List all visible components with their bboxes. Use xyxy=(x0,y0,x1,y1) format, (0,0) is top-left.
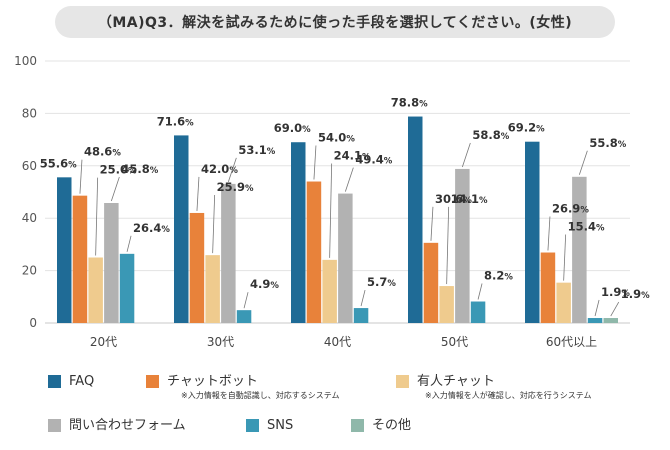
data-label-faq: 71.6% xyxy=(157,114,194,128)
data-label-inquiry_form: 45.8% xyxy=(121,162,158,176)
bar-inquiry_form xyxy=(572,176,587,323)
data-label-inquiry_form: 49.4% xyxy=(355,153,392,167)
leader-line xyxy=(477,283,483,300)
bar-chatbot xyxy=(423,242,439,323)
data-label-manned_chat: 15.4% xyxy=(568,220,605,234)
leader-line xyxy=(563,234,567,281)
chart-title-text: （MA)Q3．解決を試みるために使った手段を選択してください。(女性) xyxy=(97,15,573,31)
leader-line xyxy=(227,157,237,183)
y-tick-label: 40 xyxy=(22,211,37,225)
data-label-manned_chat: 14.1% xyxy=(451,192,488,206)
y-tick-label: 20 xyxy=(22,264,37,278)
data-label-manned_chat: 24.1% xyxy=(334,149,371,163)
bar-inquiry_form xyxy=(104,203,119,323)
data-label-sns: 5.7% xyxy=(367,275,396,289)
bar-inquiry_form xyxy=(455,168,470,323)
bar-sns xyxy=(119,253,135,323)
bar-manned_chat xyxy=(88,257,103,323)
data-label-inquiry_form: 58.8% xyxy=(472,128,509,142)
leader-line xyxy=(313,145,317,180)
leader-line xyxy=(110,176,120,202)
bar-faq xyxy=(525,141,540,323)
bar-faq xyxy=(291,142,306,323)
data-label-other: 1.9% xyxy=(621,287,650,301)
bar-chatbot xyxy=(189,212,205,323)
data-label-chatbot: 42.0% xyxy=(201,162,238,176)
leader-line xyxy=(446,206,450,285)
data-label-inquiry_form: 55.8% xyxy=(589,136,626,150)
bar-sns xyxy=(353,308,369,323)
bar-inquiry_form xyxy=(338,193,353,323)
y-tick-label: 60 xyxy=(22,159,37,173)
x-tick-label: 30代 xyxy=(207,335,234,349)
data-label-chatbot: 26.9% xyxy=(552,202,589,216)
leader-line xyxy=(610,301,620,317)
leader-line xyxy=(95,177,99,256)
leader-line xyxy=(578,150,588,175)
data-label-faq: 78.8% xyxy=(391,96,428,110)
bar-manned_chat xyxy=(556,282,571,323)
y-tick-label: 80 xyxy=(22,106,37,120)
bar-other xyxy=(603,318,618,323)
leader-line xyxy=(126,235,132,252)
data-label-manned_chat: 25.9% xyxy=(217,180,254,194)
data-label-chatbot: 48.6% xyxy=(84,145,121,159)
leader-line xyxy=(79,159,83,194)
data-label-chatbot: 54.0% xyxy=(318,131,355,145)
bar-faq xyxy=(174,135,189,323)
data-label-sns: 8.2% xyxy=(484,269,513,283)
y-tick-label: 100 xyxy=(14,54,37,68)
x-tick-label: 50代 xyxy=(441,335,468,349)
bar-manned_chat xyxy=(322,259,337,323)
bar-sns xyxy=(470,301,486,323)
bar-faq xyxy=(408,116,423,323)
leader-line xyxy=(360,289,366,307)
data-label-inquiry_form: 53.1% xyxy=(238,143,275,157)
bar-manned_chat xyxy=(439,286,454,323)
bar-manned_chat xyxy=(205,255,220,323)
bar-chatbot xyxy=(306,181,322,323)
data-label-chatbot: 30.6% xyxy=(435,192,472,206)
bar-faq xyxy=(57,177,72,323)
leader-line xyxy=(594,299,600,317)
data-label-faq: 69.0% xyxy=(274,121,311,135)
leader-line xyxy=(461,142,471,168)
data-label-sns: 26.4% xyxy=(133,221,170,235)
leader-line xyxy=(329,163,333,258)
bar-sns xyxy=(236,310,252,323)
chart-title: （MA)Q3．解決を試みるために使った手段を選択してください。(女性) xyxy=(55,6,615,38)
x-tick-label: 60代以上 xyxy=(546,335,597,349)
data-label-faq: 55.6% xyxy=(40,156,77,170)
x-tick-label: 20代 xyxy=(90,335,117,349)
leader-line xyxy=(344,167,354,192)
bar-sns xyxy=(587,318,603,323)
leader-line xyxy=(196,176,200,211)
leader-line xyxy=(243,292,249,309)
x-tick-label: 40代 xyxy=(324,335,351,349)
leader-line xyxy=(430,206,434,241)
y-tick-label: 0 xyxy=(29,316,37,330)
bar-chatbot xyxy=(72,195,88,323)
bar-inquiry_form xyxy=(221,183,236,323)
data-label-sns: 1.9% xyxy=(601,285,630,299)
data-label-manned_chat: 25.0% xyxy=(100,163,137,177)
leader-line xyxy=(212,194,216,254)
data-label-faq: 69.2% xyxy=(508,121,545,135)
bar-chatbot xyxy=(540,252,556,323)
leader-line xyxy=(547,216,551,251)
data-label-sns: 4.9% xyxy=(250,277,279,291)
